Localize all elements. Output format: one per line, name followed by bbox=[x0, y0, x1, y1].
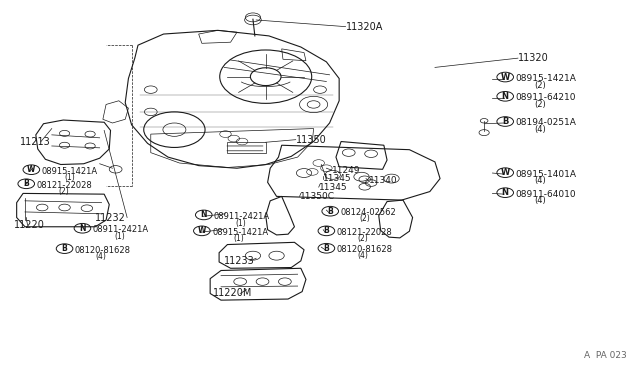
Text: 11320A: 11320A bbox=[346, 22, 383, 32]
Text: (1): (1) bbox=[65, 173, 76, 182]
Text: W: W bbox=[198, 226, 206, 235]
Text: 11345: 11345 bbox=[319, 183, 348, 192]
Text: W: W bbox=[500, 73, 510, 81]
Text: (4): (4) bbox=[95, 252, 106, 261]
Text: B: B bbox=[323, 244, 329, 253]
Text: A  PA 023: A PA 023 bbox=[584, 351, 627, 360]
Text: (2): (2) bbox=[534, 100, 546, 109]
Text: 11249: 11249 bbox=[332, 166, 360, 174]
Text: (2): (2) bbox=[58, 187, 69, 196]
Text: (4): (4) bbox=[357, 251, 368, 260]
Text: B: B bbox=[61, 244, 67, 253]
Text: 11340: 11340 bbox=[369, 176, 397, 185]
Text: N: N bbox=[502, 92, 509, 101]
Text: 11345: 11345 bbox=[323, 174, 352, 183]
Text: 08915-1421A: 08915-1421A bbox=[212, 228, 268, 237]
Text: (2): (2) bbox=[534, 81, 546, 90]
Text: 11220: 11220 bbox=[13, 220, 44, 230]
Text: 08124-02562: 08124-02562 bbox=[340, 208, 396, 217]
Text: 11350C: 11350C bbox=[300, 192, 335, 201]
Text: (1): (1) bbox=[236, 219, 246, 228]
Text: N: N bbox=[502, 188, 509, 197]
Text: (4): (4) bbox=[534, 176, 546, 185]
Text: 08911-2421A: 08911-2421A bbox=[93, 225, 148, 234]
Text: W: W bbox=[27, 165, 36, 174]
Text: (2): (2) bbox=[360, 214, 371, 223]
Text: B: B bbox=[323, 226, 329, 235]
Text: 08911-2421A: 08911-2421A bbox=[214, 212, 270, 221]
Text: N: N bbox=[200, 211, 207, 219]
Text: 08915-1401A: 08915-1401A bbox=[515, 170, 577, 179]
Text: B: B bbox=[327, 207, 333, 216]
Text: 11232: 11232 bbox=[95, 212, 126, 222]
Text: N: N bbox=[79, 224, 86, 233]
Text: (4): (4) bbox=[534, 125, 546, 134]
Text: 11350: 11350 bbox=[296, 135, 326, 145]
Text: 08121-22028: 08121-22028 bbox=[36, 181, 92, 190]
Text: 11220M: 11220M bbox=[213, 288, 253, 298]
Text: W: W bbox=[500, 168, 510, 177]
Text: B: B bbox=[24, 179, 29, 188]
Text: 08911-64010: 08911-64010 bbox=[515, 190, 576, 199]
Text: 08120-81628: 08120-81628 bbox=[337, 245, 392, 254]
Text: 08915-1421A: 08915-1421A bbox=[42, 167, 98, 176]
Text: 11320: 11320 bbox=[518, 53, 548, 63]
Text: (2): (2) bbox=[357, 234, 368, 243]
Text: 08194-0251A: 08194-0251A bbox=[515, 119, 576, 128]
Text: 11213: 11213 bbox=[20, 137, 51, 147]
Text: 08911-64210: 08911-64210 bbox=[515, 93, 576, 102]
Text: (1): (1) bbox=[234, 234, 244, 243]
Text: (4): (4) bbox=[534, 196, 546, 205]
Text: 08120-81628: 08120-81628 bbox=[75, 246, 131, 254]
Text: 08121-22028: 08121-22028 bbox=[337, 228, 392, 237]
Text: (1): (1) bbox=[115, 231, 125, 241]
Text: 11233: 11233 bbox=[224, 256, 255, 266]
Text: B: B bbox=[502, 117, 508, 126]
Text: 08915-1421A: 08915-1421A bbox=[515, 74, 576, 83]
